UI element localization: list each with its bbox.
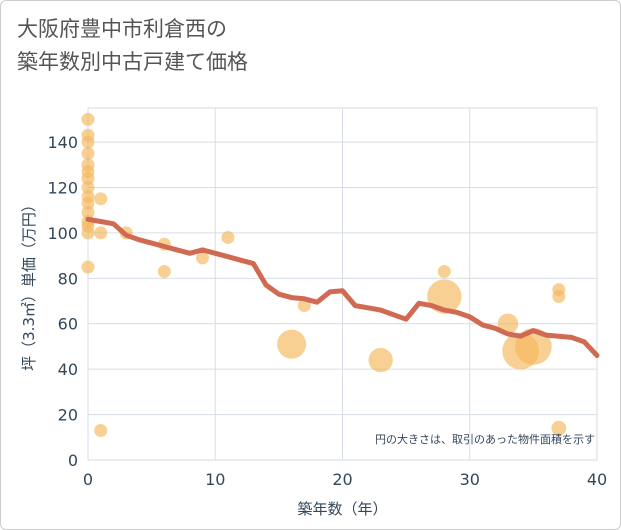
axis-ticks: 0 10 20 30 40 0 20 40 60 80 100 120 140 bbox=[47, 133, 607, 489]
x-tick-label: 30 bbox=[460, 470, 480, 489]
plot-frame bbox=[87, 107, 598, 461]
x-tick-label: 40 bbox=[587, 470, 607, 489]
trend-line bbox=[85, 216, 600, 358]
data-point-bubble bbox=[81, 112, 95, 126]
data-point-bubble bbox=[368, 347, 393, 373]
data-point-bubble bbox=[94, 192, 108, 206]
data-point-bubble bbox=[277, 329, 307, 359]
y-tick-label: 20 bbox=[58, 406, 78, 425]
y-axis-title: 坪（3.3㎡）単価（万円） bbox=[20, 197, 38, 371]
data-point-bubble bbox=[81, 260, 95, 274]
data-point-bubble bbox=[94, 423, 108, 437]
data-point-bubble bbox=[81, 196, 95, 210]
y-tick-label: 100 bbox=[47, 224, 78, 243]
x-axis-title: 築年数（年） bbox=[297, 500, 387, 518]
data-point-bubble bbox=[94, 226, 108, 240]
data-point-bubble bbox=[81, 171, 95, 185]
y-tick-label: 80 bbox=[58, 269, 78, 288]
y-tick-label: 140 bbox=[47, 133, 78, 152]
chart-title-line-1: 大阪府豊中市利倉西の bbox=[17, 17, 227, 41]
data-point-bubble bbox=[81, 146, 95, 160]
y-tick-label: 0 bbox=[68, 451, 78, 470]
data-point-bubble bbox=[552, 289, 566, 303]
trend-line-group bbox=[85, 216, 600, 358]
transaction-bubbles bbox=[81, 112, 567, 437]
data-point-bubble bbox=[81, 226, 95, 240]
y-tick-label: 120 bbox=[47, 178, 78, 197]
data-point-bubble bbox=[81, 135, 95, 149]
x-tick-label: 10 bbox=[205, 470, 225, 489]
data-point-bubble bbox=[221, 230, 235, 244]
data-point-bubble bbox=[157, 265, 171, 279]
grid-lines bbox=[87, 107, 598, 461]
data-point-bubble bbox=[196, 251, 210, 265]
bubble-size-note: 円の大きさは、取引のあった物件面積を示す bbox=[375, 432, 595, 446]
data-point-bubble bbox=[437, 265, 451, 279]
y-tick-label: 40 bbox=[58, 360, 78, 379]
x-tick-label: 0 bbox=[83, 470, 93, 489]
data-point-bubble bbox=[81, 180, 95, 194]
data-point-bubble bbox=[551, 420, 567, 436]
chart-title-line-2: 築年数別中古戸建て価格 bbox=[17, 50, 248, 74]
data-point-bubble bbox=[297, 299, 311, 313]
data-point-bubble bbox=[497, 313, 519, 335]
data-point-bubble bbox=[81, 205, 95, 219]
x-tick-label: 20 bbox=[332, 470, 352, 489]
chart-title: 大阪府豊中市利倉西の 築年数別中古戸建て価格 bbox=[17, 13, 248, 79]
y-tick-label: 60 bbox=[58, 315, 78, 334]
